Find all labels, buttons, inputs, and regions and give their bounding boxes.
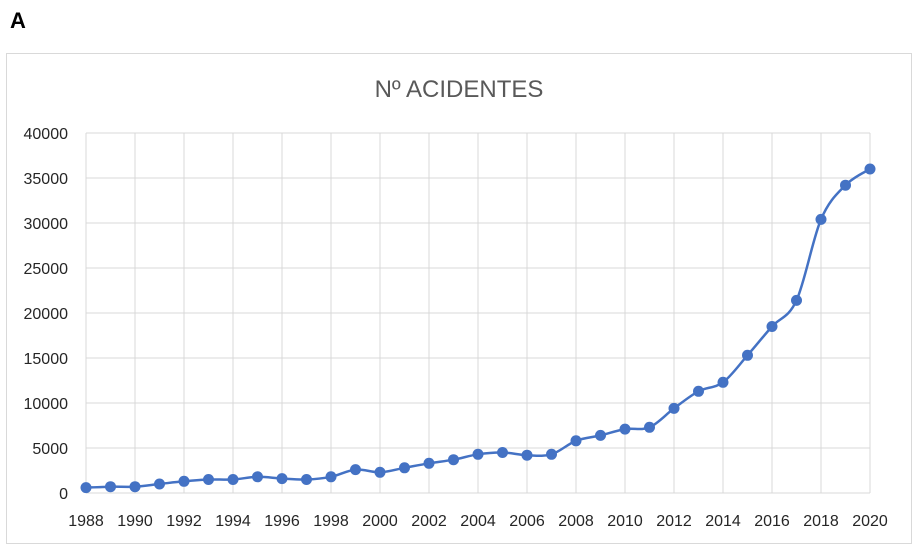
- y-tick-label: 10000: [24, 396, 69, 413]
- x-tick-label: 2006: [509, 513, 545, 530]
- x-tick-label: 2002: [411, 513, 447, 530]
- chart-title: Nº ACIDENTES: [375, 76, 544, 103]
- y-tick-label: 30000: [24, 216, 69, 233]
- y-tick-label: 5000: [32, 441, 68, 458]
- x-tick-label: 2010: [607, 513, 643, 530]
- data-point: [301, 474, 312, 485]
- data-point: [448, 454, 459, 466]
- data-point: [203, 474, 214, 485]
- data-point: [80, 482, 92, 494]
- data-point: [619, 423, 631, 435]
- data-point: [815, 213, 827, 225]
- x-tick-label: 1996: [264, 513, 300, 530]
- data-points: [80, 163, 876, 494]
- y-tick-label: 35000: [24, 171, 69, 188]
- y-axis-ticks: 0 5000 10000 15000 20000 25000 30000 35000 40000: [24, 126, 69, 503]
- x-tick-label: 2018: [803, 513, 839, 530]
- data-point: [840, 179, 851, 191]
- x-tick-label: 2000: [362, 513, 398, 530]
- x-tick-label: 1988: [68, 513, 104, 530]
- data-point: [105, 481, 116, 493]
- data-point: [693, 385, 704, 397]
- data-point: [595, 429, 606, 441]
- y-tick-label: 20000: [24, 306, 69, 323]
- data-point: [742, 349, 753, 361]
- x-tick-label: 2008: [558, 513, 594, 530]
- x-axis-ticks: 1988 1990 1992 1994 1996 1998 2000 2002 2004 2006…: [68, 513, 888, 530]
- y-tick-label: 0: [59, 486, 68, 503]
- data-point: [325, 471, 337, 483]
- x-tick-label: 2014: [705, 513, 741, 530]
- data-point: [570, 435, 582, 447]
- x-tick-label: 2016: [754, 513, 790, 530]
- data-point: [178, 475, 190, 487]
- y-tick-label: 15000: [24, 351, 69, 368]
- x-tick-label: 2012: [656, 513, 692, 530]
- data-point: [766, 321, 778, 332]
- x-tick-label: 2020: [852, 513, 888, 530]
- data-point: [472, 448, 484, 460]
- data-point: [350, 464, 361, 476]
- y-tick-label: 25000: [24, 261, 69, 278]
- data-point: [864, 163, 876, 175]
- x-tick-label: 2004: [460, 513, 496, 530]
- data-point: [374, 466, 386, 478]
- data-point: [791, 294, 802, 306]
- data-point: [668, 402, 680, 414]
- x-tick-label: 1990: [117, 513, 153, 530]
- x-tick-label: 1994: [215, 513, 251, 530]
- grid-lines: [85, 132, 871, 494]
- data-point: [227, 474, 239, 485]
- data-point: [154, 478, 165, 490]
- data-point: [521, 449, 533, 461]
- data-point: [717, 376, 729, 388]
- y-tick-label: 40000: [24, 126, 69, 143]
- data-point: [252, 471, 263, 483]
- data-point: [497, 447, 508, 458]
- chart-frame: [6, 53, 912, 544]
- panel-label: A: [10, 8, 26, 33]
- data-point: [276, 473, 288, 485]
- data-point: [399, 462, 410, 474]
- data-point: [644, 421, 655, 433]
- x-tick-label: 1992: [166, 513, 202, 530]
- x-tick-label: 1998: [313, 513, 349, 530]
- data-point: [423, 457, 435, 469]
- data-point: [129, 481, 141, 493]
- data-point: [546, 448, 557, 460]
